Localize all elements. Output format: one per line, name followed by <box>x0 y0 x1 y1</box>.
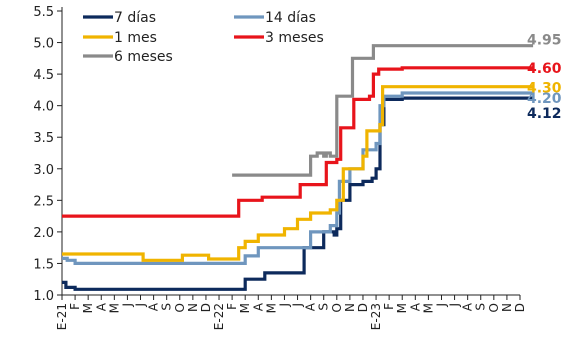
x-tick-label: M <box>395 303 409 313</box>
legend-label: 6 meses <box>114 49 173 65</box>
x-tick-label: M <box>107 303 121 313</box>
x-tick-label: J <box>291 303 305 308</box>
series-line-3 <box>62 85 534 262</box>
y-tick-label: 1.5 <box>33 257 54 272</box>
x-tick-label: A <box>461 302 475 311</box>
end-value-label: 4.12 <box>527 106 562 122</box>
x-tick-label: E-22 <box>212 303 226 330</box>
end-value-label: 4.20 <box>527 91 562 107</box>
x-tick-label: M <box>421 303 435 313</box>
x-tick-label: M <box>264 303 278 313</box>
series-line-2 <box>62 91 534 265</box>
x-tick-label: S <box>317 303 331 311</box>
y-tick-label: 1.0 <box>33 289 54 304</box>
legend-label: 1 mes <box>114 30 157 46</box>
y-tick-label: 5.5 <box>33 5 54 20</box>
x-tick-label: E-23 <box>369 303 383 330</box>
x-tick-label: O <box>330 303 344 312</box>
x-tick-label: N <box>186 303 200 312</box>
legend-label: 7 días <box>114 10 156 26</box>
x-tick-label: A <box>147 302 161 311</box>
x-tick-label: D <box>513 303 527 312</box>
x-tick-label: J <box>448 303 462 308</box>
x-tick-label: O <box>487 303 501 312</box>
legend-label: 14 días <box>265 10 316 26</box>
x-tick-label: F <box>382 303 396 310</box>
end-value-label: 4.30 <box>527 81 562 97</box>
x-tick-label: J <box>434 303 448 308</box>
end-value-label: 4.95 <box>527 33 562 49</box>
y-tick-label: 2.0 <box>33 226 54 241</box>
end-value-label: 4.60 <box>527 61 562 77</box>
x-tick-label: A <box>304 302 318 311</box>
x-tick-label: J <box>277 303 291 308</box>
x-tick-label: F <box>225 303 239 310</box>
x-tick-label: S <box>474 303 488 311</box>
y-axis: 1.0 1.5 2.0 2.5 3.0 3.5 4.0 4.5 5.0 5.5 <box>33 5 63 304</box>
x-tick-label: O <box>173 303 187 312</box>
y-tick-label: 3.0 <box>33 163 54 178</box>
x-tick-label: N <box>343 303 357 312</box>
series-line-1 <box>62 96 534 291</box>
x-tick-label: J <box>134 303 148 308</box>
x-tick-label: S <box>160 303 174 311</box>
y-tick-label: 5.0 <box>33 37 54 52</box>
x-tick-label: D <box>199 303 213 312</box>
x-tick-label: D <box>356 303 370 312</box>
y-tick-label: 3.5 <box>33 131 54 146</box>
plot-area <box>62 44 534 291</box>
x-tick-label: E-21 <box>55 303 69 330</box>
y-tick-label: 2.5 <box>33 194 54 209</box>
x-tick-label: A <box>251 302 265 311</box>
x-tick-label: A <box>408 302 422 311</box>
x-axis: E-21 F M A M J J A S O N D E-22 F M A M J J A S O N D E-23 F M A M J J… <box>55 294 527 330</box>
x-tick-label: M <box>238 303 252 313</box>
x-tick-label: N <box>500 303 514 312</box>
y-tick-label: 4.5 <box>33 68 54 83</box>
series-line-5 <box>232 44 534 177</box>
end-labels: 4.124.204.30 4.60 4.95 <box>527 33 562 122</box>
series-line-4 <box>62 66 534 218</box>
x-tick-label: J <box>120 303 134 308</box>
x-tick-label: F <box>68 303 82 310</box>
x-tick-label: A <box>94 302 108 311</box>
y-tick-label: 4.0 <box>33 100 54 115</box>
legend: 7 días 14 días 1 mes 3 meses 6 meses <box>83 10 324 65</box>
x-tick-label: M <box>81 303 95 313</box>
legend-label: 3 meses <box>265 30 324 46</box>
